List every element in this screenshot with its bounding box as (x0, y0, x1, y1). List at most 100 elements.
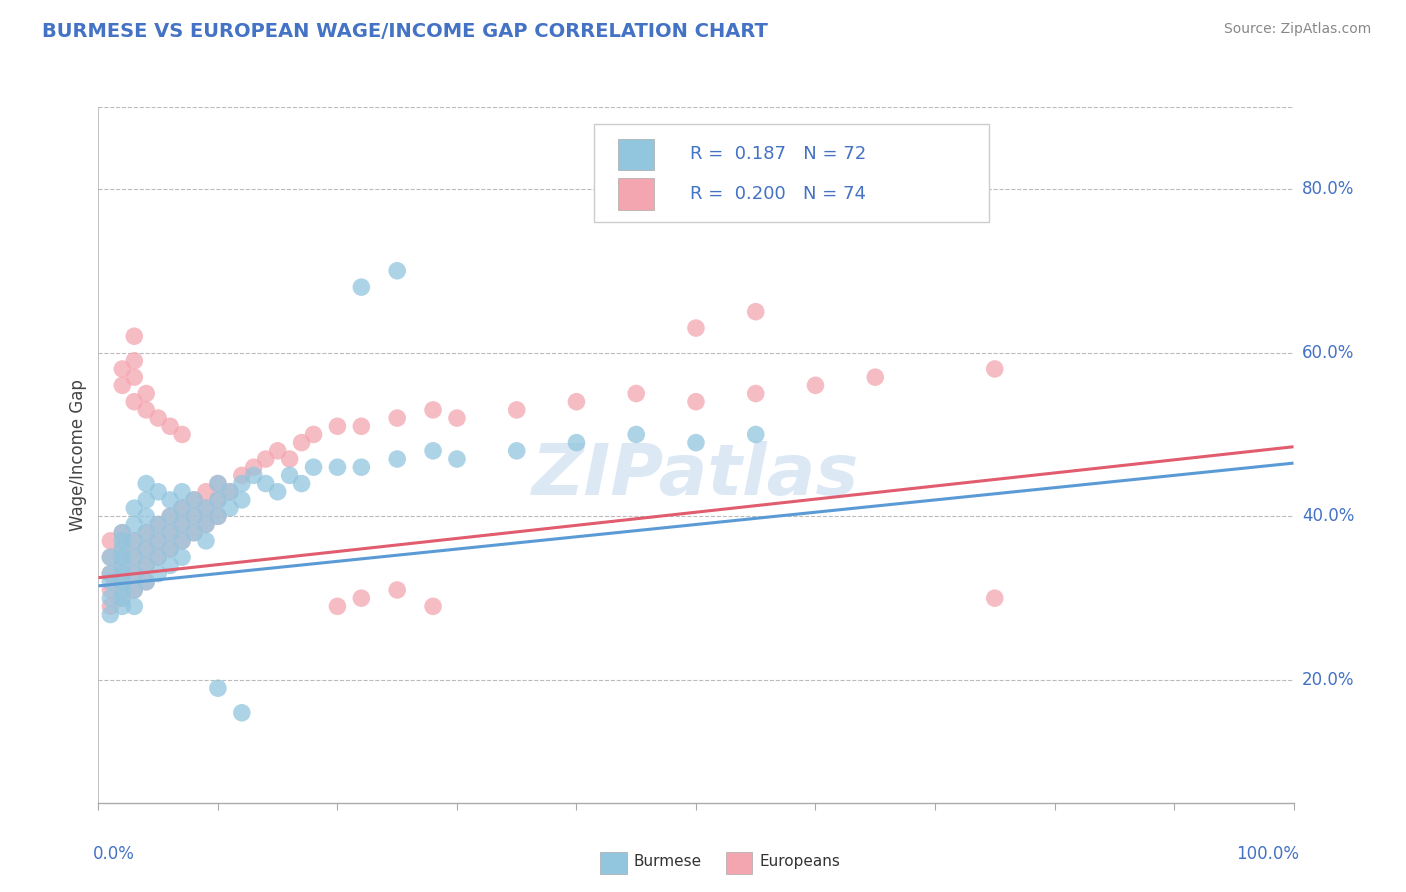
Point (983, 362, 1005, 376)
Point (231, 468, 253, 483)
Point (194, 517, 217, 532)
Text: ZIPatlas: ZIPatlas (533, 442, 859, 510)
Point (111, 599, 134, 614)
Point (135, 476, 157, 491)
Point (148, 517, 170, 532)
Point (148, 550, 170, 565)
Point (124, 353, 146, 368)
Text: 80.0%: 80.0% (1302, 180, 1354, 198)
Point (219, 484, 242, 499)
Point (422, 599, 444, 614)
Point (159, 558, 181, 573)
Point (135, 574, 157, 589)
Point (565, 394, 588, 409)
Point (385, 264, 409, 278)
Point (159, 509, 181, 524)
Point (98, 566, 122, 581)
Bar (619, 138, 654, 170)
Point (183, 525, 205, 540)
Point (183, 492, 205, 507)
Point (159, 542, 181, 557)
Point (326, 460, 349, 475)
Point (159, 525, 181, 540)
Point (135, 525, 157, 540)
Point (98, 591, 122, 606)
Point (111, 574, 134, 589)
Point (124, 566, 146, 581)
Text: BURMESE VS EUROPEAN WAGE/INCOME GAP CORRELATION CHART: BURMESE VS EUROPEAN WAGE/INCOME GAP CORR… (42, 22, 768, 41)
Point (124, 566, 146, 581)
Point (278, 452, 301, 467)
Point (326, 419, 349, 434)
Point (111, 550, 134, 565)
Point (243, 460, 266, 475)
Point (350, 419, 373, 434)
Point (111, 533, 134, 548)
Point (745, 427, 768, 442)
Point (98, 574, 122, 589)
Point (111, 525, 134, 540)
Point (254, 476, 277, 491)
Text: Source: ZipAtlas.com: Source: ZipAtlas.com (1223, 22, 1371, 37)
Point (183, 525, 205, 540)
Point (135, 492, 157, 507)
Text: 40.0%: 40.0% (1302, 508, 1354, 525)
Text: 100.0%: 100.0% (1236, 845, 1299, 863)
Point (111, 558, 134, 573)
Point (172, 517, 194, 532)
Point (446, 411, 468, 425)
Point (98, 566, 122, 581)
Point (207, 476, 229, 491)
Point (124, 582, 146, 597)
Point (111, 542, 134, 557)
Point (148, 517, 170, 532)
Point (159, 542, 181, 557)
Point (685, 435, 707, 450)
Point (207, 492, 229, 507)
Point (124, 370, 146, 384)
Point (219, 484, 242, 499)
Text: 20.0%: 20.0% (1302, 671, 1354, 689)
Y-axis label: Wage/Income Gap: Wage/Income Gap (69, 379, 87, 531)
Point (422, 443, 444, 458)
Point (148, 484, 170, 499)
Point (267, 443, 290, 458)
Point (685, 394, 707, 409)
Point (124, 533, 146, 548)
Point (111, 591, 134, 606)
Point (159, 492, 181, 507)
Point (385, 411, 409, 425)
Point (124, 599, 146, 614)
Point (172, 550, 194, 565)
Point (745, 304, 768, 318)
Point (98, 533, 122, 548)
Point (172, 517, 194, 532)
Text: 0.0%: 0.0% (93, 845, 135, 863)
Point (124, 394, 146, 409)
Point (194, 501, 217, 516)
Point (983, 591, 1005, 606)
Bar (600, 852, 627, 874)
Point (172, 427, 194, 442)
Text: 60.0%: 60.0% (1302, 343, 1354, 361)
FancyBboxPatch shape (595, 124, 988, 222)
Point (135, 574, 157, 589)
Point (111, 566, 134, 581)
Point (194, 517, 217, 532)
Point (98, 607, 122, 622)
Point (207, 681, 229, 696)
Point (624, 427, 647, 442)
Text: Europeans: Europeans (759, 855, 841, 870)
Point (804, 378, 827, 392)
Point (135, 542, 157, 557)
Point (135, 558, 157, 573)
Point (207, 509, 229, 524)
Text: R =  0.187   N = 72: R = 0.187 N = 72 (690, 145, 866, 163)
Point (135, 509, 157, 524)
Point (207, 509, 229, 524)
Point (219, 501, 242, 516)
Point (172, 533, 194, 548)
Text: Burmese: Burmese (634, 855, 702, 870)
Point (148, 411, 170, 425)
Point (624, 386, 647, 401)
